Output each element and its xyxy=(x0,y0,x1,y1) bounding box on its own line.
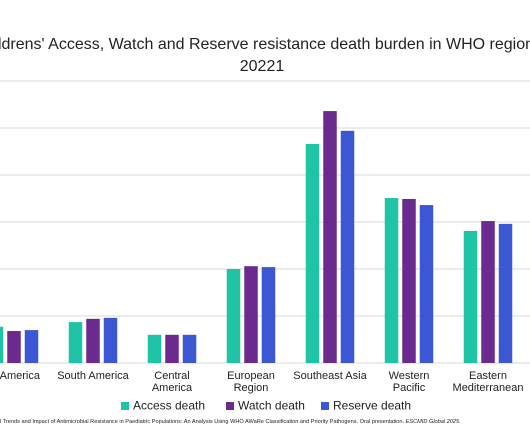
bar xyxy=(305,143,320,363)
bar xyxy=(261,267,276,363)
x-tick-label: th America xyxy=(0,370,41,382)
legend-marker xyxy=(121,402,129,410)
bar xyxy=(68,322,83,363)
legend-label: Access death xyxy=(133,399,205,413)
bar xyxy=(323,111,337,363)
legend-label: Watch death xyxy=(238,399,305,413)
bar xyxy=(147,334,162,363)
x-tick-label: Western Pacific xyxy=(389,370,430,394)
chart-title: 20221 xyxy=(240,58,285,75)
x-tick-label: Central America xyxy=(152,370,193,394)
x-tick-label: South America xyxy=(57,370,129,382)
bar xyxy=(0,326,4,363)
legend-marker xyxy=(321,402,329,410)
bar xyxy=(244,266,258,363)
bar xyxy=(481,221,495,363)
x-tick-label: Eastern Mediterranean xyxy=(453,370,524,394)
bar xyxy=(24,330,39,363)
bar xyxy=(419,205,434,363)
bar xyxy=(498,223,513,363)
bar xyxy=(463,230,478,363)
bar xyxy=(340,130,355,363)
bar xyxy=(402,198,416,363)
bar xyxy=(103,317,118,363)
bar xyxy=(182,334,197,363)
chart-title: Childrens' Access, Watch and Reserve res… xyxy=(0,36,530,53)
legend-label: Reserve death xyxy=(333,399,411,413)
footnote-italic: ESCMID Global 2025. xyxy=(406,419,461,425)
bar xyxy=(165,334,179,363)
x-tick-label: European Region xyxy=(227,370,275,394)
bar xyxy=(384,198,399,363)
footnote: l Trends and Impact of Antimicrobial Res… xyxy=(0,419,461,425)
x-tick-label: Southeast Asia xyxy=(293,370,367,382)
bar xyxy=(226,269,241,363)
bar xyxy=(7,331,21,363)
footnote-text: l Trends and Impact of Antimicrobial Res… xyxy=(0,419,405,425)
legend-marker xyxy=(226,402,234,410)
bar xyxy=(86,318,100,363)
